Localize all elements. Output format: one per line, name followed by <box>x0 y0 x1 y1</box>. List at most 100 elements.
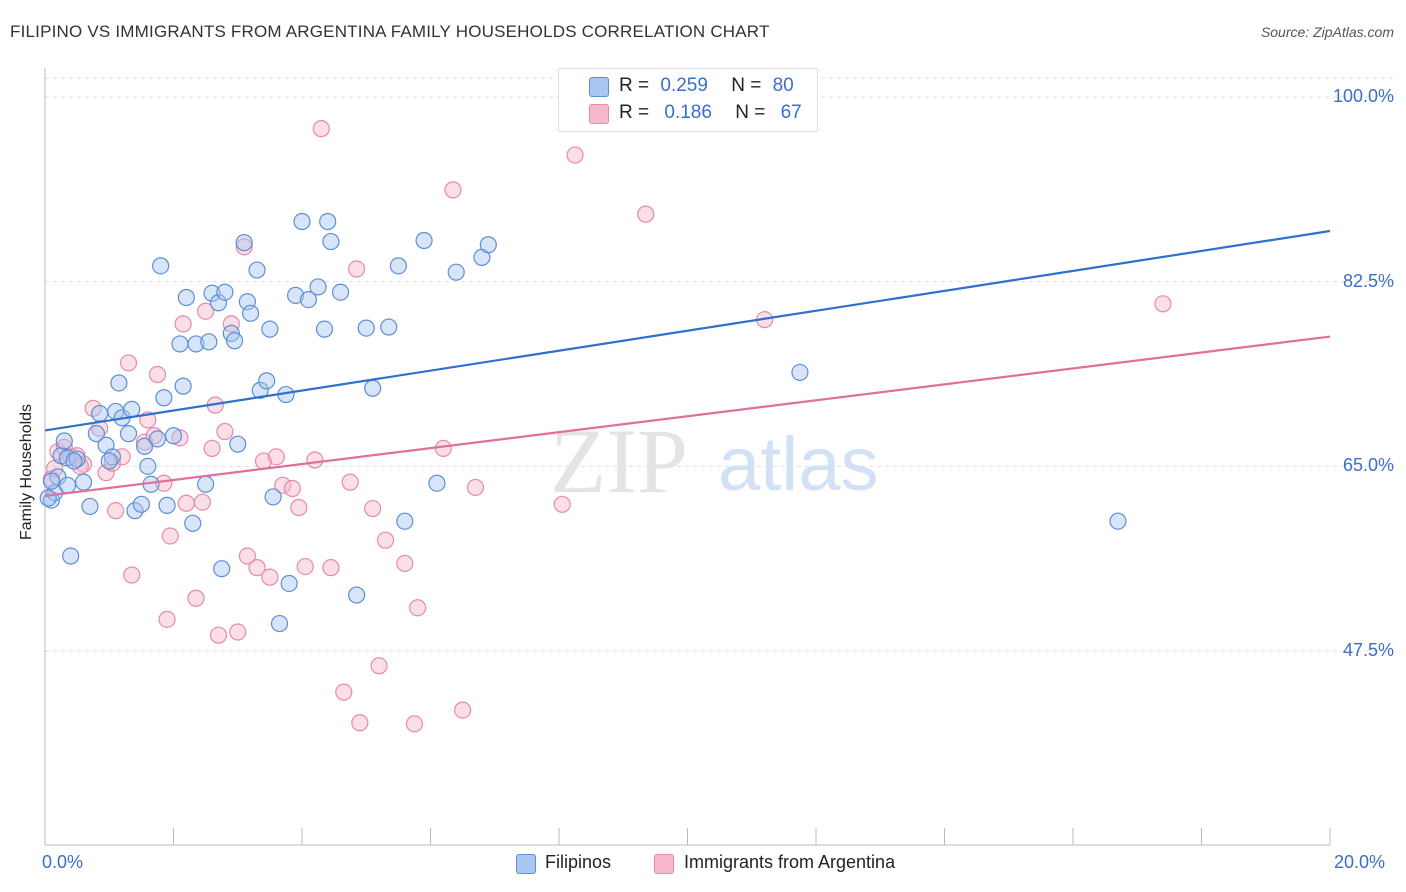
point-argentina <box>148 365 167 384</box>
point-filipinos <box>174 377 192 395</box>
point-argentina <box>235 238 253 256</box>
trendlines <box>44 229 1331 497</box>
bottom-legend-argentina: Immigrants from Argentina <box>684 852 896 872</box>
trendline-argentina <box>44 335 1331 497</box>
point-argentina <box>171 429 189 447</box>
point-argentina <box>364 499 382 518</box>
point-argentina <box>290 498 308 517</box>
point-filipinos <box>126 502 144 520</box>
point-argentina <box>91 419 109 437</box>
point-argentina <box>370 657 388 675</box>
point-filipinos <box>242 304 260 322</box>
point-argentina <box>177 494 195 512</box>
point-filipinos <box>264 488 282 506</box>
point-filipinos <box>203 284 221 302</box>
point-filipinos <box>258 372 276 390</box>
point-argentina <box>396 554 414 573</box>
point-filipinos <box>62 547 80 565</box>
point-filipinos <box>428 474 446 492</box>
point-filipinos <box>171 335 189 353</box>
point-argentina <box>1154 295 1172 313</box>
point-filipinos <box>42 472 61 490</box>
point-filipinos <box>148 430 167 448</box>
legend-swatch-filipinos <box>589 77 609 97</box>
point-filipinos <box>55 432 73 450</box>
point-argentina <box>283 479 301 498</box>
point-filipinos <box>322 232 340 251</box>
point-filipinos <box>791 363 809 382</box>
point-argentina <box>306 451 324 469</box>
point-filipinos <box>299 291 318 309</box>
point-filipinos <box>415 231 433 250</box>
y-tick-label: 82.5% <box>1342 270 1394 291</box>
point-argentina <box>193 493 212 511</box>
point-filipinos <box>315 320 334 338</box>
point-argentina <box>376 531 395 549</box>
point-argentina <box>637 205 655 223</box>
point-argentina <box>123 566 141 584</box>
point-filipinos <box>225 332 244 350</box>
legend-r-value-argentina: 0.186 <box>664 102 712 123</box>
legend-r-value-filipinos: 0.259 <box>660 75 708 96</box>
point-filipinos <box>270 614 289 633</box>
point-argentina <box>174 315 192 333</box>
axes <box>44 68 1331 846</box>
legend-n-label: N = <box>735 102 766 123</box>
point-filipinos <box>248 261 266 279</box>
series-argentina-points <box>42 120 1172 733</box>
point-argentina <box>222 315 240 333</box>
point-argentina <box>312 120 330 138</box>
legend-n-value-argentina: 67 <box>780 102 802 123</box>
point-filipinos <box>319 212 337 231</box>
point-filipinos <box>447 263 465 281</box>
point-argentina <box>216 422 234 441</box>
point-filipinos <box>123 400 141 418</box>
point-filipinos <box>119 425 138 443</box>
point-filipinos <box>200 333 218 351</box>
point-argentina <box>466 478 485 497</box>
point-filipinos <box>110 374 128 392</box>
point-filipinos <box>216 283 234 301</box>
legend-row-argentina: R = 0.186 N = 67 <box>619 102 802 124</box>
point-filipinos <box>229 435 247 453</box>
point-filipinos <box>251 381 269 399</box>
point-argentina <box>553 495 571 513</box>
point-filipinos <box>479 236 497 254</box>
y-axis-label: Family Households <box>18 403 35 540</box>
legend-r-label: R = <box>619 75 650 96</box>
watermark-zip: ZIP <box>550 410 688 512</box>
point-argentina <box>145 427 163 445</box>
point-argentina <box>409 599 427 617</box>
legend-row-filipinos: R = 0.259 N = 80 <box>619 75 794 97</box>
y-tick-label: 65.0% <box>1342 455 1394 476</box>
y-tick-label: 47.5% <box>1342 640 1394 660</box>
x-tick-label-max: 20.0% <box>1334 852 1386 872</box>
point-argentina <box>197 302 215 320</box>
legend-r-label: R = <box>619 102 650 123</box>
point-filipinos <box>135 437 154 455</box>
legend-swatch-argentina <box>589 104 609 124</box>
point-argentina <box>341 473 359 491</box>
point-argentina <box>119 354 138 372</box>
point-filipinos <box>364 379 382 397</box>
point-filipinos <box>380 318 398 336</box>
point-argentina <box>274 476 292 494</box>
point-filipinos <box>100 452 118 470</box>
watermark: ZIP atlas <box>550 410 879 512</box>
point-filipinos <box>152 257 170 275</box>
bottom-legend-swatch-filipinos <box>516 854 536 874</box>
point-argentina <box>444 181 462 199</box>
point-filipinos <box>309 278 327 296</box>
point-filipinos <box>331 283 350 301</box>
point-filipinos <box>177 288 195 307</box>
point-argentina <box>351 714 369 732</box>
point-filipinos <box>132 495 150 513</box>
point-argentina <box>261 568 279 586</box>
point-filipinos <box>74 473 93 491</box>
source-label: Source: ZipAtlas.com <box>1260 24 1394 40</box>
chart-title: FILIPINO VS IMMIGRANTS FROM ARGENTINA FA… <box>10 22 770 41</box>
point-argentina <box>296 557 314 576</box>
point-filipinos <box>213 560 231 578</box>
point-argentina <box>187 589 205 607</box>
point-argentina <box>454 701 472 719</box>
